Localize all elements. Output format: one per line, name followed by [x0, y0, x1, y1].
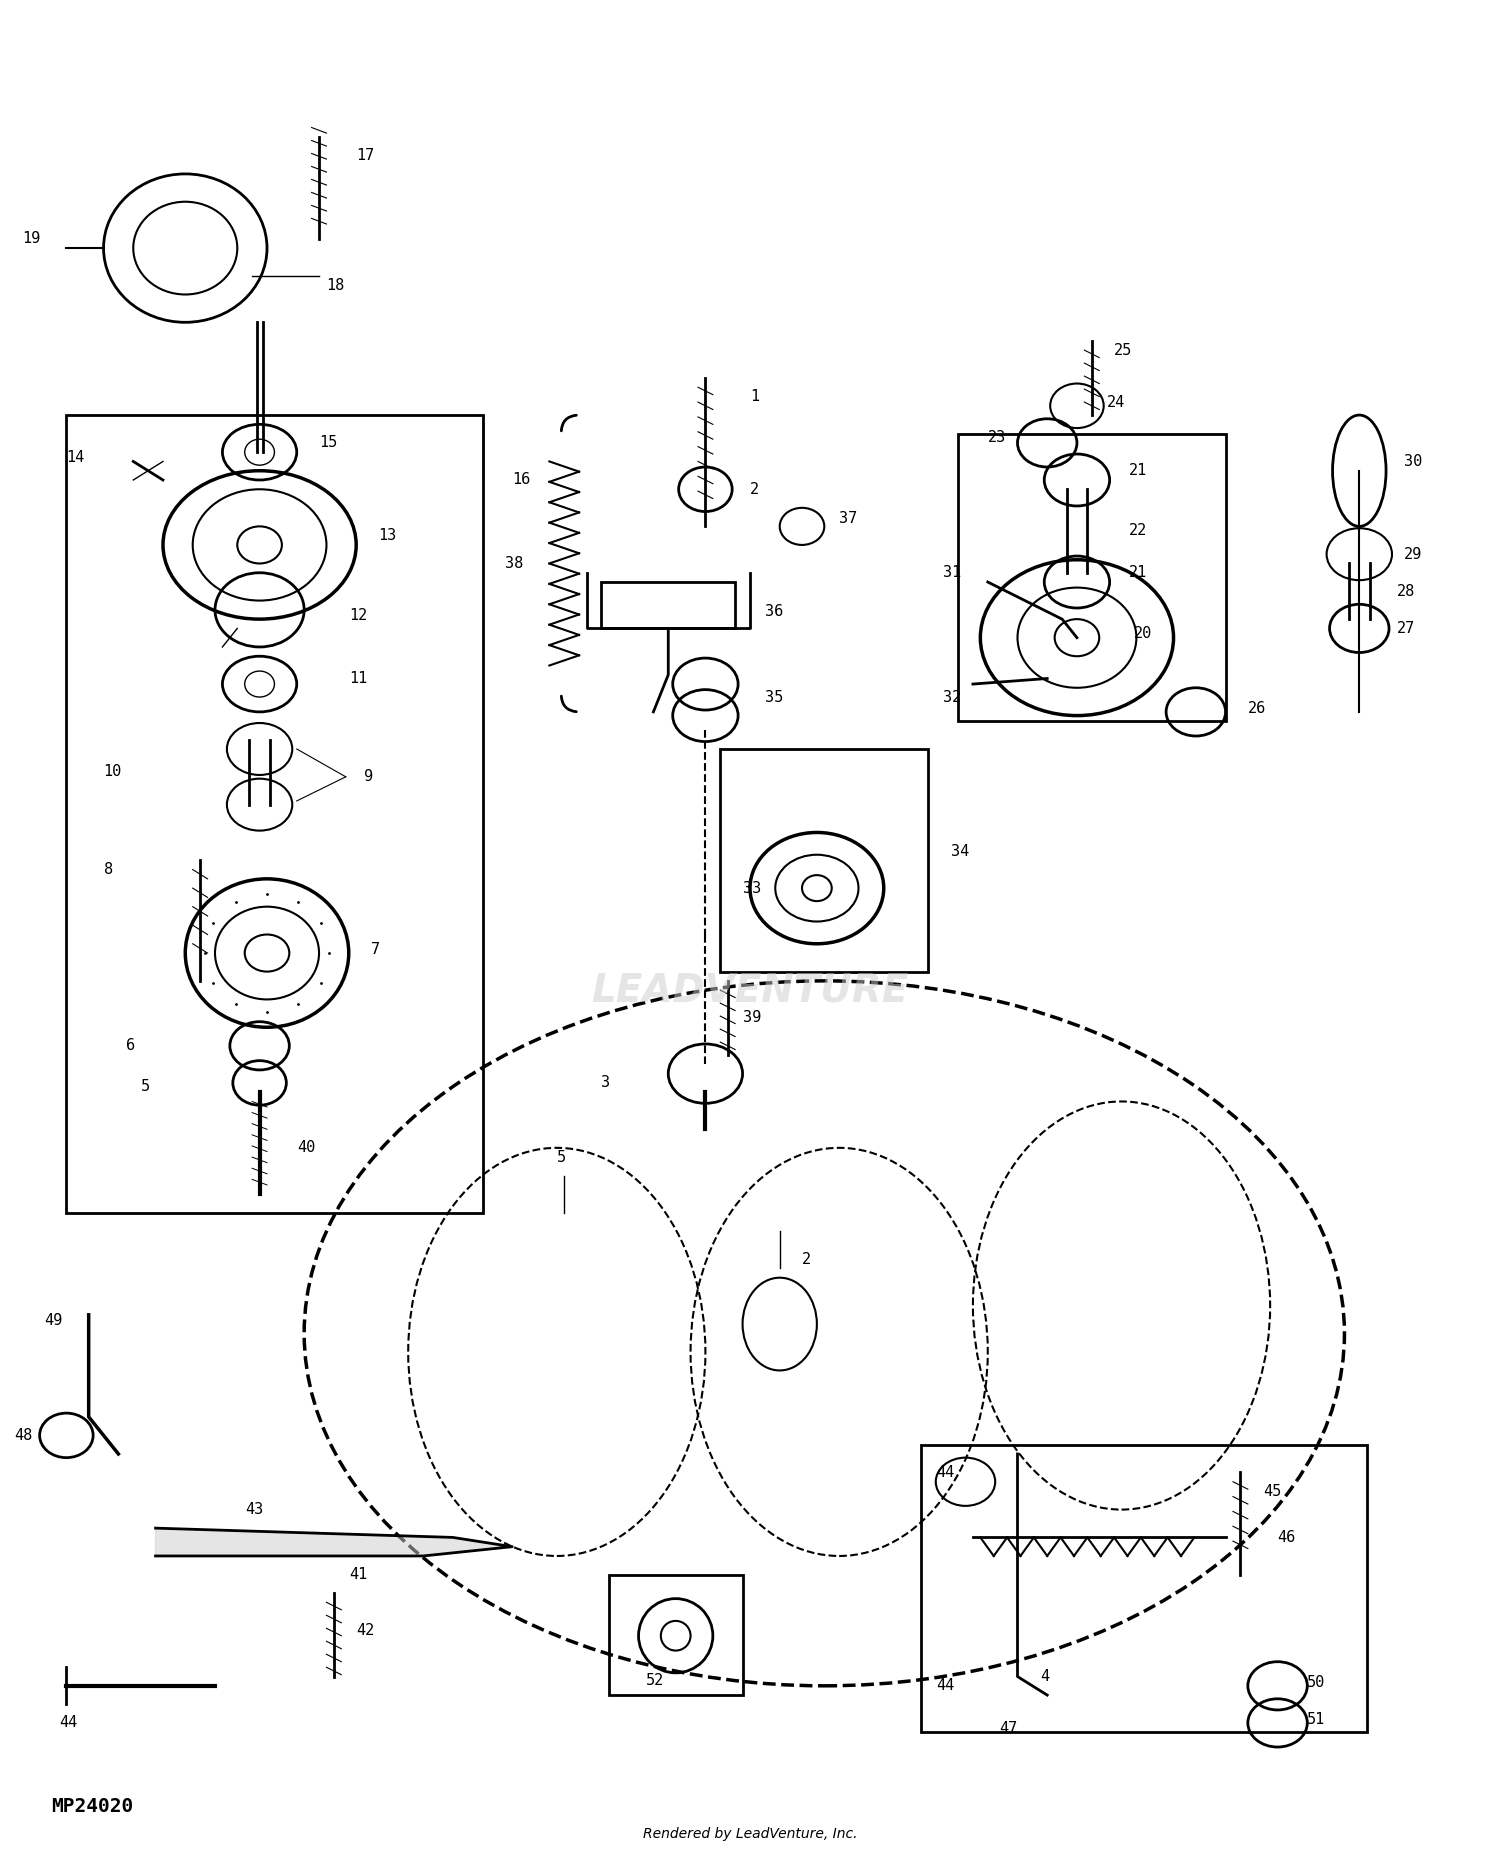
Text: 42: 42 — [356, 1622, 375, 1637]
Text: 46: 46 — [1278, 1531, 1296, 1546]
Text: 7: 7 — [370, 942, 380, 957]
Bar — [66, 415, 483, 1213]
Text: 11: 11 — [348, 671, 368, 686]
Text: 22: 22 — [1130, 523, 1148, 538]
Text: 8: 8 — [104, 862, 112, 877]
Text: 2: 2 — [802, 1252, 812, 1267]
Text: 6: 6 — [126, 1039, 135, 1054]
Text: 19: 19 — [22, 232, 40, 247]
Text: 33: 33 — [742, 880, 760, 895]
Text: 13: 13 — [378, 529, 396, 544]
Text: 5: 5 — [556, 1149, 566, 1164]
Text: 44: 44 — [936, 1465, 954, 1480]
Text: 32: 32 — [944, 690, 962, 705]
Text: 21: 21 — [1130, 564, 1148, 579]
Bar — [958, 434, 1226, 721]
Text: 4: 4 — [1040, 1669, 1048, 1684]
Text: 44: 44 — [58, 1716, 76, 1731]
Text: 35: 35 — [765, 690, 783, 705]
Text: 21: 21 — [1130, 464, 1148, 478]
Text: 49: 49 — [44, 1312, 63, 1327]
Text: 26: 26 — [1248, 701, 1266, 716]
Text: 28: 28 — [1396, 583, 1414, 598]
Text: 2: 2 — [750, 482, 759, 497]
Bar — [602, 581, 735, 628]
Text: 44: 44 — [936, 1678, 954, 1693]
Text: 15: 15 — [320, 435, 338, 450]
Text: 23: 23 — [988, 430, 1006, 445]
Text: 45: 45 — [1263, 1484, 1281, 1499]
Text: 34: 34 — [951, 843, 969, 858]
Text: 14: 14 — [66, 450, 84, 465]
Bar — [609, 1574, 742, 1695]
Text: 38: 38 — [506, 555, 524, 570]
Text: 31: 31 — [944, 564, 962, 579]
Text: 40: 40 — [297, 1140, 315, 1155]
Bar — [921, 1445, 1366, 1733]
Text: 43: 43 — [244, 1503, 262, 1518]
Text: Rendered by LeadVenture, Inc.: Rendered by LeadVenture, Inc. — [642, 1828, 858, 1841]
Text: 36: 36 — [765, 604, 783, 619]
Text: 18: 18 — [327, 278, 345, 293]
Text: 50: 50 — [1308, 1675, 1326, 1690]
Text: 12: 12 — [348, 607, 368, 622]
Text: 10: 10 — [104, 764, 122, 779]
Text: 52: 52 — [646, 1673, 664, 1688]
Text: 20: 20 — [1134, 626, 1152, 641]
Polygon shape — [156, 1529, 512, 1557]
Text: LEADVENTURE: LEADVENTURE — [591, 972, 909, 1009]
Text: 41: 41 — [348, 1566, 368, 1581]
Text: 3: 3 — [602, 1075, 610, 1090]
Text: 24: 24 — [1107, 394, 1125, 409]
Text: 29: 29 — [1404, 548, 1422, 563]
Text: 47: 47 — [999, 1721, 1018, 1736]
Text: 5: 5 — [141, 1078, 150, 1093]
Text: 9: 9 — [363, 770, 372, 785]
Text: 16: 16 — [512, 473, 531, 488]
Text: 25: 25 — [1114, 342, 1132, 357]
Text: 27: 27 — [1396, 621, 1414, 635]
Text: MP24020: MP24020 — [51, 1796, 134, 1817]
Text: 17: 17 — [356, 148, 375, 163]
Text: 30: 30 — [1404, 454, 1422, 469]
Bar — [720, 749, 928, 972]
Text: 1: 1 — [750, 389, 759, 404]
Text: 48: 48 — [15, 1428, 33, 1443]
Text: 39: 39 — [742, 1011, 760, 1026]
Text: 37: 37 — [839, 512, 858, 527]
Text: 51: 51 — [1308, 1712, 1326, 1727]
